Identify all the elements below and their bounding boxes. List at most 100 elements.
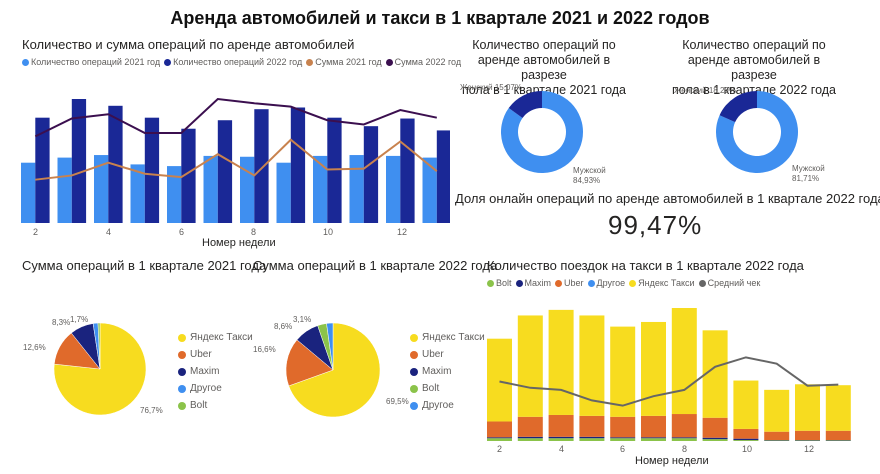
bar-2022[interactable] — [71, 99, 87, 223]
bar-2021[interactable] — [349, 155, 364, 223]
bar-segment-bolt[interactable] — [610, 438, 636, 441]
bar-segment-yandex[interactable] — [641, 321, 666, 416]
bar-segment-yandex[interactable] — [548, 309, 574, 415]
bar-2022[interactable] — [144, 117, 160, 223]
legend-item[interactable]: Яндекс Такси — [178, 329, 253, 346]
bar-segment-bolt[interactable] — [641, 438, 666, 441]
bar-2021[interactable] — [240, 156, 255, 223]
legend-item[interactable]: Средний чек — [698, 278, 760, 288]
bar-2021[interactable] — [167, 166, 182, 223]
bar-segment-yandex[interactable] — [579, 315, 605, 416]
title-line: Количество операций по — [472, 38, 616, 52]
legend-label: Яндекс Такси — [422, 332, 485, 343]
bar-segment-maxim[interactable] — [671, 437, 697, 439]
bar-2022[interactable] — [290, 107, 306, 223]
bar-2022[interactable] — [217, 120, 233, 223]
bar-segment-bolt[interactable] — [487, 438, 512, 441]
bar-segment-bolt[interactable] — [702, 439, 728, 441]
bar-segment-maxim[interactable] — [517, 436, 543, 439]
bar-2022[interactable] — [35, 117, 50, 223]
bar-2022[interactable] — [436, 130, 450, 223]
bar-2021[interactable] — [313, 155, 328, 223]
bar-segment-uber[interactable] — [702, 417, 728, 438]
bar-segment-uber[interactable] — [548, 414, 574, 437]
legend-item[interactable]: Сумма 2022 год — [385, 57, 461, 67]
bar-2022[interactable] — [327, 117, 342, 223]
bar-segment-uber[interactable] — [610, 416, 636, 438]
bar-2021[interactable] — [422, 157, 437, 223]
bar-2021[interactable] — [386, 155, 401, 223]
bar-2021[interactable] — [94, 155, 109, 223]
bar-2021[interactable] — [276, 162, 291, 223]
legend-item[interactable]: Uber — [555, 278, 584, 288]
bar-segment-yandex[interactable] — [825, 385, 851, 431]
donut-2022-chart[interactable] — [705, 88, 815, 188]
legend-item[interactable]: Maxim — [410, 363, 485, 380]
bar-segment-maxim[interactable] — [487, 437, 512, 439]
bar-segment-bolt[interactable] — [733, 440, 759, 441]
legend-item[interactable]: Яндекс Такси — [629, 278, 695, 288]
legend-dot-icon — [178, 333, 186, 342]
bar-2021[interactable] — [21, 162, 36, 223]
legend-item[interactable]: Uber — [410, 346, 485, 363]
bar-segment-uber[interactable] — [795, 430, 820, 441]
taxi-chart-plot[interactable] — [480, 290, 880, 450]
legend-item[interactable]: Другое — [178, 380, 253, 397]
bar-2022[interactable] — [181, 128, 196, 223]
combo-chart-plot[interactable] — [0, 0, 450, 250]
bar-segment-uber[interactable] — [825, 430, 851, 441]
legend-item[interactable]: Maxim — [515, 278, 551, 288]
legend-item[interactable]: Яндекс Такси — [410, 329, 485, 346]
bar-segment-yandex[interactable] — [487, 338, 512, 422]
pie-2021-chart[interactable] — [0, 300, 245, 430]
legend-item[interactable]: Другое — [410, 397, 485, 414]
pie-slice[interactable] — [97, 322, 101, 370]
bar-segment-bolt[interactable] — [548, 438, 574, 441]
legend-label: Количество операций 2022 год — [173, 57, 303, 67]
legend-item[interactable]: Количество операций 2021 год — [22, 57, 160, 67]
bar-segment-yandex[interactable] — [764, 389, 790, 432]
pie-slice[interactable] — [326, 322, 334, 371]
donut-2021-male-label: Мужской — [573, 166, 606, 175]
bar-2022[interactable] — [363, 126, 379, 223]
bar-segment-maxim[interactable] — [548, 436, 574, 439]
bar-2022[interactable] — [400, 118, 415, 223]
legend-item[interactable]: Bolt — [487, 278, 512, 288]
bar-segment-yandex[interactable] — [610, 326, 636, 417]
bar-2021[interactable] — [57, 157, 72, 223]
legend-dot-icon — [306, 58, 314, 66]
legend-item[interactable]: Другое — [587, 278, 625, 288]
bar-2022[interactable] — [254, 109, 269, 223]
bar-segment-uber[interactable] — [641, 415, 666, 438]
bar-segment-maxim[interactable] — [641, 437, 666, 439]
bar-segment-uber[interactable] — [671, 414, 697, 438]
bar-2021[interactable] — [130, 164, 145, 223]
bar-segment-yandex[interactable] — [517, 315, 543, 417]
bar-segment-maxim[interactable] — [610, 437, 636, 439]
bar-segment-bolt[interactable] — [517, 438, 543, 441]
legend-item[interactable]: Bolt — [410, 380, 485, 397]
legend-item[interactable]: Сумма 2021 год — [306, 57, 382, 67]
bar-segment-yandex[interactable] — [795, 384, 820, 431]
bar-2021[interactable] — [203, 155, 218, 223]
bar-segment-yandex[interactable] — [733, 380, 759, 429]
bar-segment-uber[interactable] — [517, 416, 543, 437]
legend-item[interactable]: Maxim — [178, 363, 253, 380]
bar-segment-bolt[interactable] — [671, 438, 697, 441]
legend-item[interactable]: Bolt — [178, 397, 253, 414]
legend-item[interactable]: Количество операций 2022 год — [164, 57, 302, 67]
pie-slice[interactable] — [285, 339, 334, 387]
bar-segment-maxim[interactable] — [733, 438, 759, 441]
bar-segment-uber[interactable] — [487, 421, 512, 438]
bar-segment-yandex[interactable] — [671, 308, 697, 415]
pie-2022-chart[interactable] — [245, 300, 480, 430]
bar-segment-maxim[interactable] — [702, 437, 728, 440]
legend-item[interactable]: Uber — [178, 346, 253, 363]
donut-2021-chart[interactable] — [490, 88, 600, 188]
bar-segment-bolt[interactable] — [579, 438, 605, 441]
bar-segment-uber[interactable] — [579, 415, 605, 437]
bar-segment-maxim[interactable] — [579, 436, 605, 439]
bar-segment-uber[interactable] — [764, 431, 790, 441]
pie-slice[interactable] — [288, 322, 381, 418]
bar-segment-uber[interactable] — [733, 428, 759, 439]
